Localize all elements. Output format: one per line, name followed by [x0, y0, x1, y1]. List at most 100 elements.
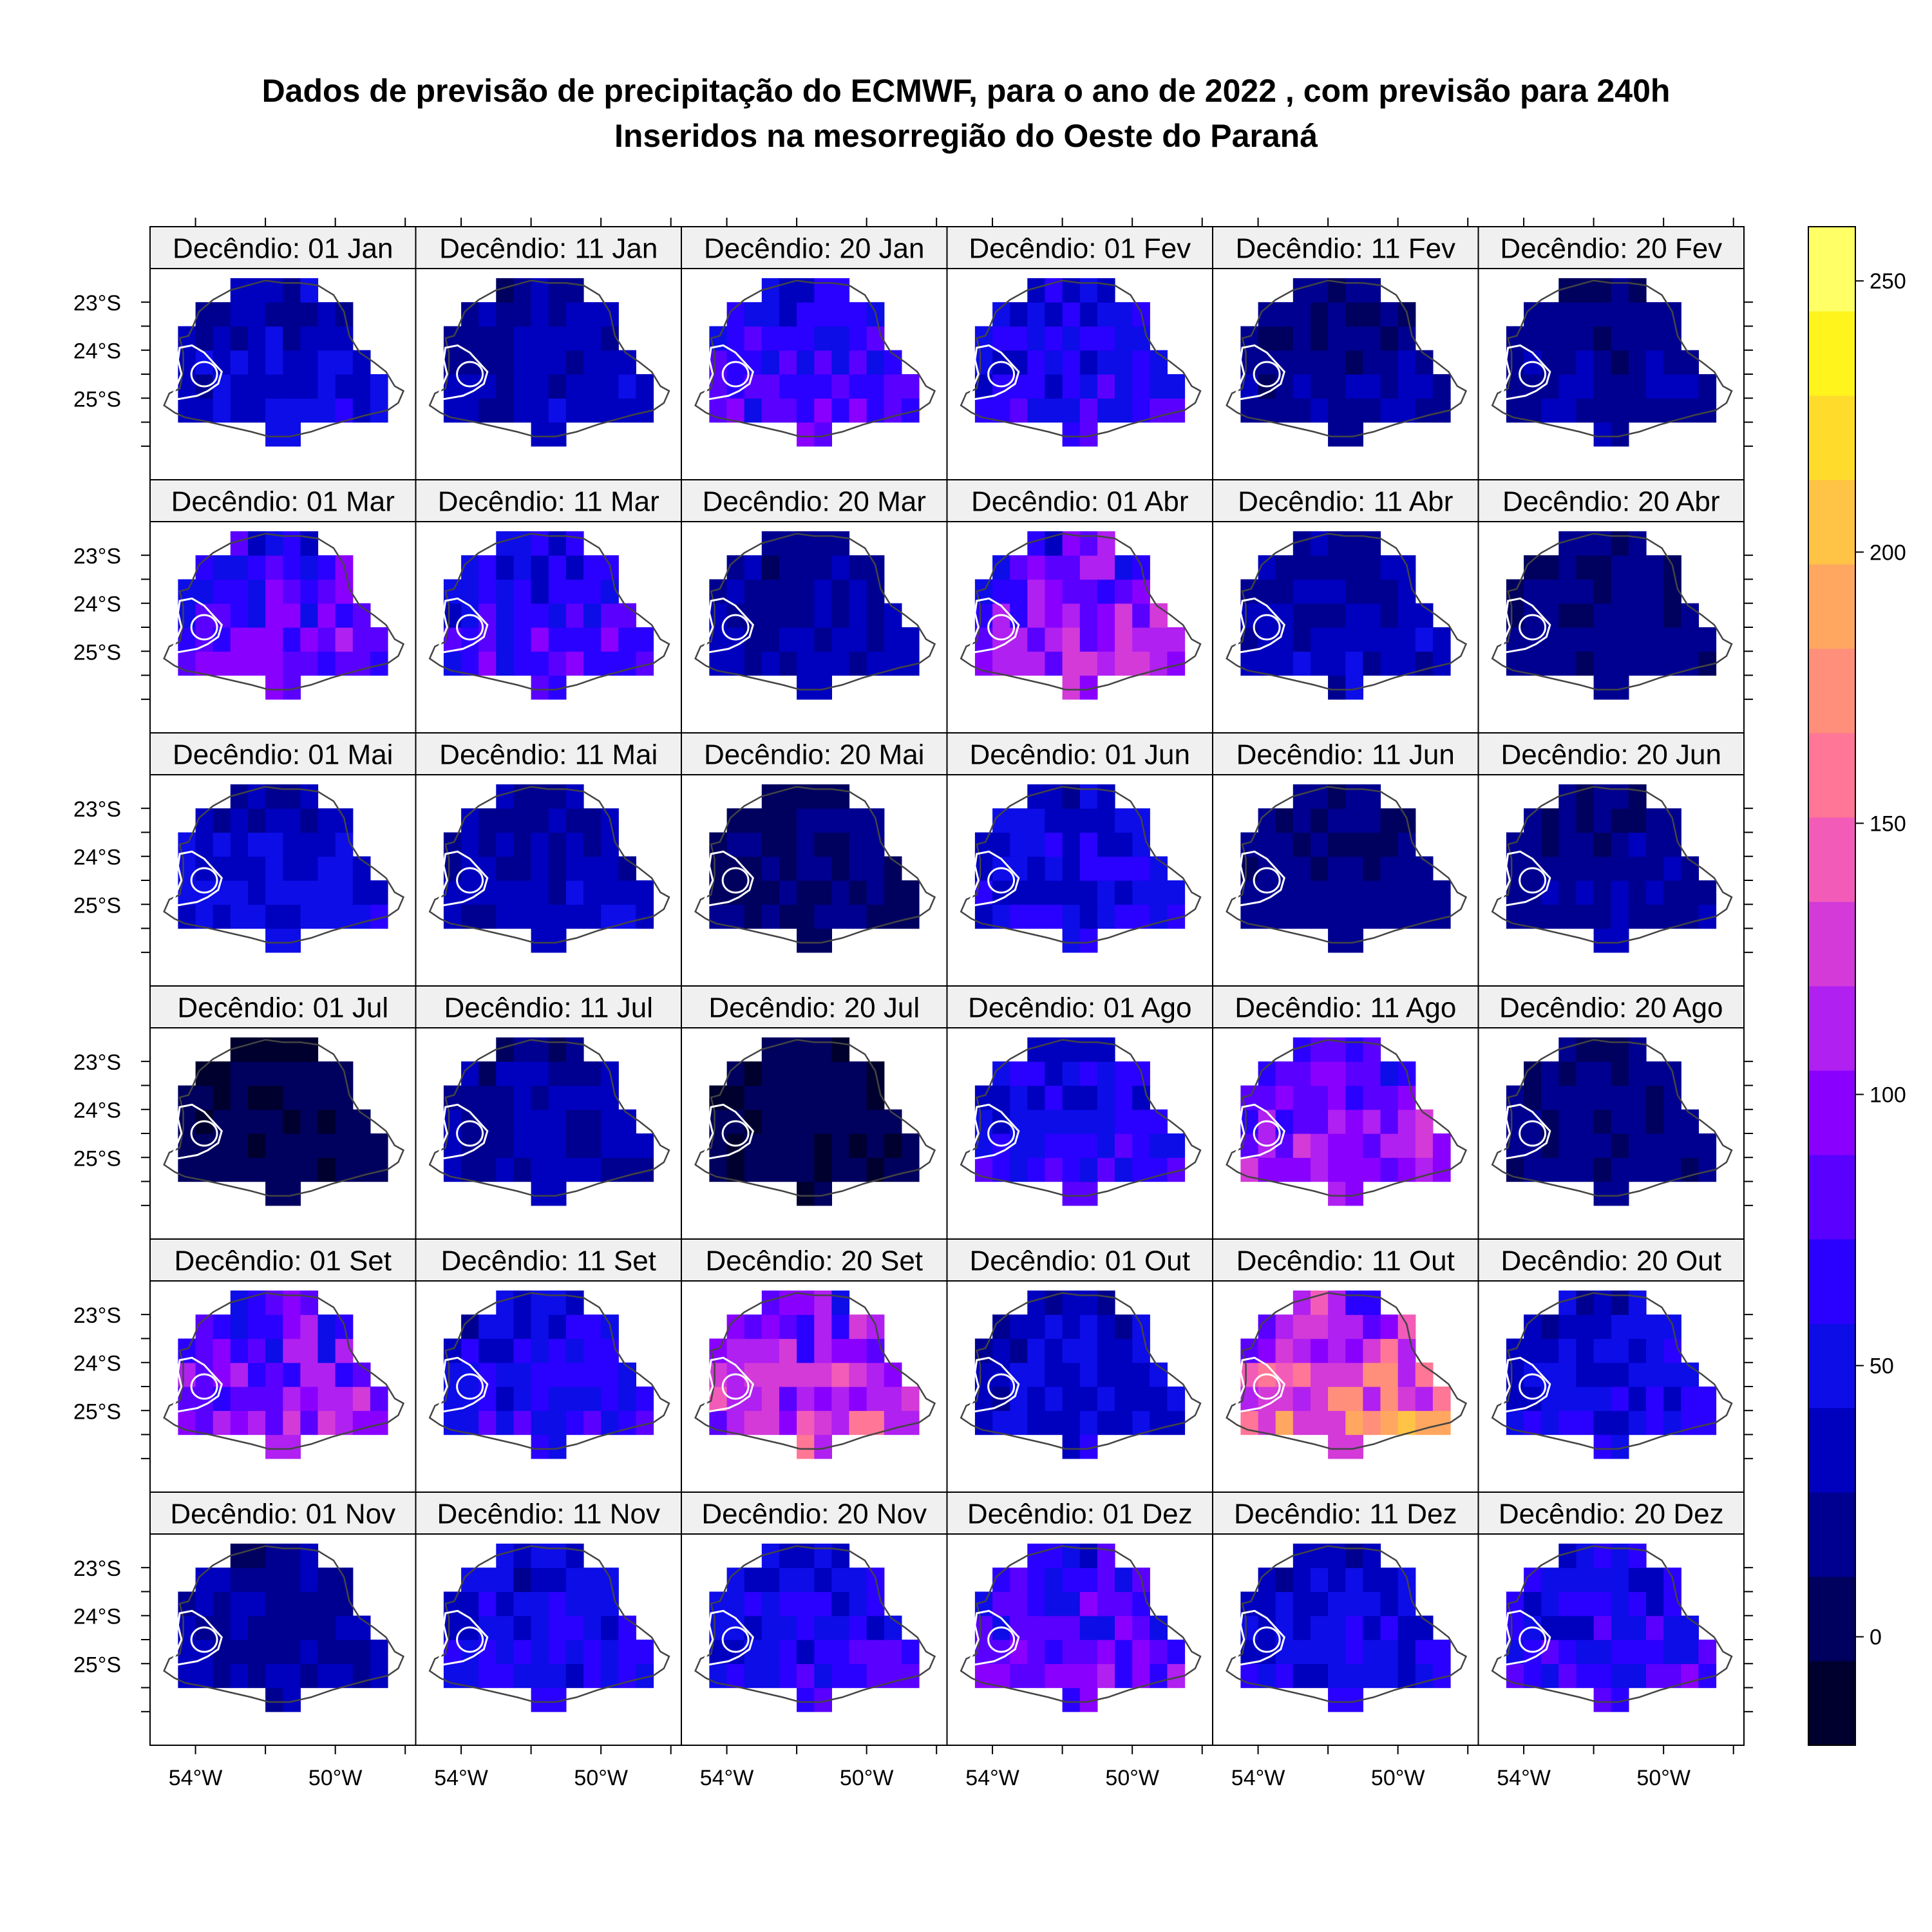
precip-cell [1363, 1061, 1381, 1086]
precip-cell [779, 1410, 797, 1435]
precip-cell [726, 1410, 745, 1435]
mesoregion-outline [433, 1103, 489, 1161]
precip-cell [1097, 1133, 1115, 1158]
precip-cell [761, 350, 780, 375]
precip-cell [213, 555, 231, 580]
precip-cell [1027, 302, 1045, 327]
precip-cell [831, 627, 850, 652]
mesoregion-outline [1495, 1609, 1551, 1667]
precip-cell [1363, 808, 1381, 833]
precip-cell [1027, 555, 1045, 580]
precip-cell [779, 1061, 797, 1086]
precip-cell [1115, 350, 1133, 375]
precip-cell [531, 1181, 549, 1206]
precip-cell [583, 1157, 601, 1182]
precip-cell [779, 1663, 797, 1689]
x-tick-label: 54°W [434, 1766, 488, 1790]
precip-cell [352, 627, 371, 652]
precip-cell [265, 555, 283, 580]
precip-cell [849, 1133, 867, 1158]
precip-cell [1663, 627, 1681, 652]
precip-cell [1663, 1387, 1681, 1411]
precip-cell [283, 302, 301, 327]
precip-cell [1275, 398, 1294, 423]
precip-cell [831, 856, 850, 881]
precip-cell [1646, 1109, 1664, 1134]
precip-cell [283, 1663, 301, 1689]
precip-cell [335, 1387, 354, 1411]
precip-cells [1506, 1037, 1717, 1206]
precip-cell [1062, 302, 1081, 327]
precip-cell [779, 651, 797, 676]
precip-cell [1027, 531, 1045, 556]
mesoregion-outline [1495, 1356, 1551, 1414]
x-tick-label: 54°W [169, 1766, 223, 1790]
precip-cell [478, 1085, 497, 1110]
precip-cell [814, 1037, 832, 1062]
precip-cell [1097, 627, 1115, 652]
precip-cell [1646, 1387, 1664, 1411]
panel-body [1212, 1533, 1479, 1746]
precip-cell [300, 1387, 319, 1411]
precip-cell [601, 1157, 619, 1182]
precip-cell [1010, 1314, 1028, 1340]
precip-cell [1097, 1640, 1115, 1664]
precip-cell [317, 856, 336, 881]
precip-cell [1611, 1061, 1629, 1086]
colorbar-segment [1808, 564, 1855, 649]
precip-cell [849, 1338, 867, 1363]
precip-cell [618, 374, 636, 399]
precip-cell [583, 1085, 601, 1110]
precip-cell [265, 374, 283, 399]
precip-cell [761, 1037, 780, 1062]
precip-cell [335, 1663, 354, 1689]
precip-cell [1097, 808, 1115, 833]
precip-cell [814, 531, 832, 556]
precip-cell [1663, 374, 1681, 399]
panel-strip [1477, 732, 1745, 775]
precip-cell [1363, 1567, 1381, 1593]
precip-cell [761, 326, 780, 351]
precip-cell [548, 651, 567, 676]
precip-cell [601, 1387, 619, 1411]
precip-cell [1628, 651, 1647, 676]
precip-cell [831, 278, 850, 303]
precip-cell [1628, 904, 1647, 929]
precip-cell [1576, 579, 1595, 604]
precip-cell [1311, 302, 1329, 327]
precip-cell [1027, 1157, 1045, 1182]
precip-cell [1328, 1362, 1346, 1387]
precip-cell [1363, 1387, 1381, 1411]
precip-cell [1097, 350, 1115, 375]
precip-cell [1415, 1640, 1434, 1664]
precip-cell [248, 555, 266, 580]
state-outline [1226, 786, 1468, 944]
panel: Decêndio: 01 Mar [149, 479, 417, 734]
station-marker [987, 1626, 1016, 1653]
precip-cell [248, 1615, 266, 1640]
precip-cell [1275, 1061, 1294, 1086]
panel: Decêndio: 20 Mar [681, 479, 948, 734]
precip-cell [1363, 1410, 1381, 1435]
precip-cell [1380, 627, 1399, 652]
precip-cell [1293, 1061, 1311, 1086]
precip-cell [230, 808, 249, 833]
precip-cell [531, 374, 549, 399]
precip-cell [1541, 398, 1559, 423]
precip-cell [1646, 350, 1664, 375]
precip-cell [1258, 1410, 1276, 1435]
precip-cell [1628, 880, 1647, 905]
mesoregion-outline [1230, 1356, 1285, 1414]
precip-cell [761, 1591, 780, 1616]
precip-cell [1062, 374, 1081, 399]
precip-cell [317, 880, 336, 905]
precip-cell [849, 627, 867, 652]
precip-cell [761, 856, 780, 881]
precip-cell [283, 579, 301, 604]
precip-cell [779, 1338, 797, 1363]
precip-cell [1380, 398, 1399, 423]
precip-cell [1311, 1567, 1329, 1593]
precip-cell [300, 651, 319, 676]
precip-cell [601, 1133, 619, 1158]
precip-cell [352, 1157, 371, 1182]
